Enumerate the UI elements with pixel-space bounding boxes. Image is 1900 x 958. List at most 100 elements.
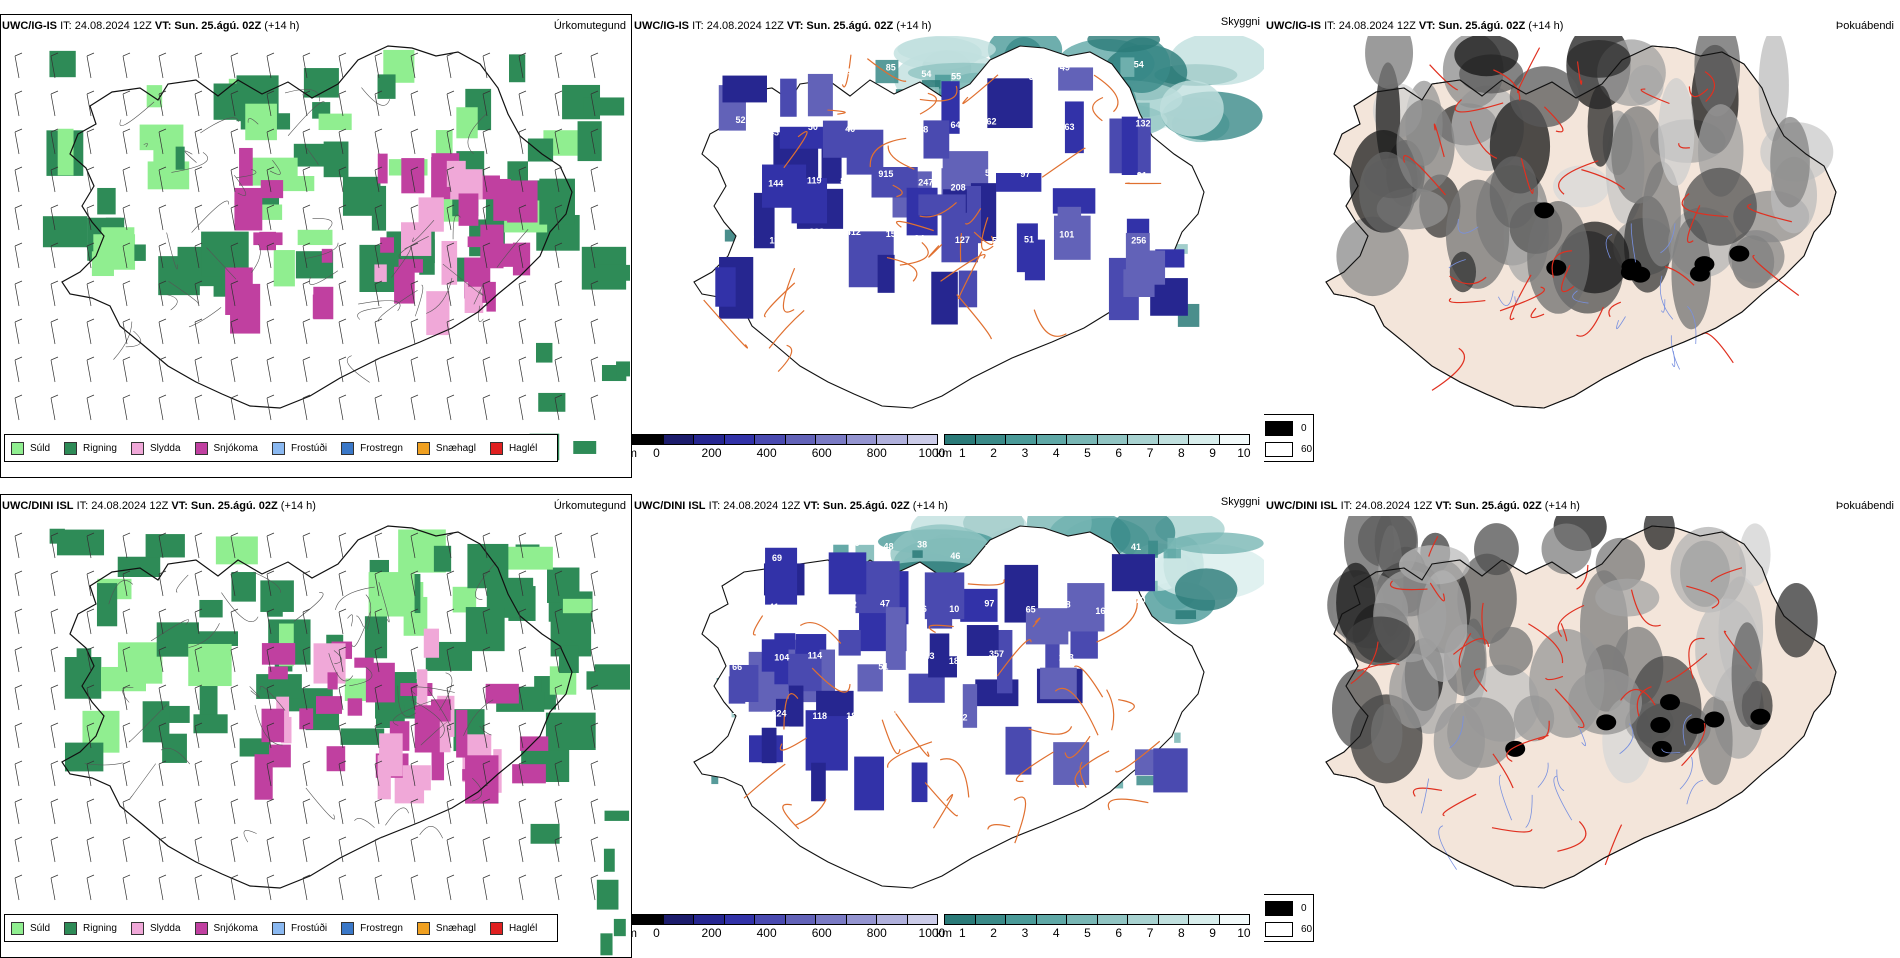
cloud-base-label: 111 <box>739 176 753 186</box>
legend-swatch <box>130 441 144 455</box>
colorbar-segment <box>1219 915 1249 924</box>
ceiling-colorbar: m 0 200 400 600 800 1000 <box>632 434 945 460</box>
colorbar-tick: 9 <box>1209 446 1216 460</box>
colorbar-segment <box>694 435 725 444</box>
cloud-base-label: 51 <box>878 662 888 672</box>
legend-label: Rigning <box>83 922 117 934</box>
legend-item: Súld <box>11 921 50 935</box>
colorbar-segment <box>755 435 786 444</box>
legend-label: Haglél <box>508 442 538 454</box>
fog-swatch-bottom <box>1265 922 1293 937</box>
cloud-base-label: 79 <box>1100 650 1110 660</box>
colorbar-segment <box>1189 915 1220 924</box>
cloud-base-label: 117 <box>769 236 784 246</box>
ceiling-colorbar: m 0 200 400 600 800 1000 <box>632 914 945 940</box>
cloud-base-label: 53 <box>768 62 778 72</box>
colorbar-segment <box>1128 915 1159 924</box>
cloud-base-label: 104 <box>774 652 789 662</box>
fog-swatch-top <box>1265 901 1293 916</box>
colorbar-segment <box>663 915 694 924</box>
variable-name: Þokuábendi <box>1835 500 1894 512</box>
colorbar-segment <box>1158 435 1189 444</box>
road-network <box>1403 47 1800 391</box>
colorbar-bar <box>632 434 938 445</box>
colorbar-tick: 10 <box>1237 446 1251 460</box>
legend-label: Snæhagl <box>435 922 476 934</box>
legend-label: Haglél <box>508 922 538 934</box>
legend-item: Frostúði <box>271 921 327 935</box>
panel-header: UWC/DINI ISL IT: 24.08.2024 12Z VT: Sun.… <box>1266 500 1580 512</box>
cloud-base-label: 114 <box>808 651 823 661</box>
legend-item: Snjókoma <box>194 441 258 455</box>
colorbar-tick: 200 <box>701 926 722 940</box>
cloud-base-label: 43 <box>769 127 779 137</box>
colorbar-segment <box>755 915 786 924</box>
colorbar-segment <box>975 915 1006 924</box>
cloud-base-label: 78 <box>1093 121 1103 131</box>
colorbar-tick: 200 <box>701 446 722 460</box>
colorbar-segment <box>1189 435 1220 444</box>
cloud-base-label: 193 <box>1059 653 1074 663</box>
cloud-base-label: 63 <box>1064 122 1074 132</box>
cloud-base-label: 95 <box>1130 656 1140 666</box>
visibility-colorbar: km 1 2 3 4 5 6 7 8 9 10 <box>936 434 1251 460</box>
cloud-base-label: 48 <box>806 603 816 613</box>
precip-field <box>49 528 630 956</box>
cloud-base-label: 219 <box>918 716 933 726</box>
colorbar-segment <box>724 915 755 924</box>
fog-panel-0: UWC/IG-IS IT: 24.08.2024 12Z VT: Sun. 25… <box>1264 14 1900 478</box>
colorbar-segment <box>785 435 816 444</box>
cloud-base-label: 47 <box>880 599 890 609</box>
colorbar-unit: m <box>632 446 637 460</box>
colorbar-segment <box>1219 435 1249 444</box>
cloud-base-label: 165 <box>1095 606 1110 616</box>
legend-item: Súld <box>11 441 50 455</box>
colorbar-tick: 2 <box>990 446 997 460</box>
colorbar-segment <box>1036 915 1067 924</box>
legend-label: Snjókoma <box>213 922 258 934</box>
colorbar-segment <box>1097 915 1128 924</box>
cloud-base-label: 40 <box>845 124 855 134</box>
colorbar-tick: 7 <box>1146 926 1154 940</box>
colorbar-ticks: m 0 200 400 600 800 1000 <box>632 925 945 940</box>
panel-header: UWC/DINI ISL IT: 24.08.2024 12Z VT: Sun.… <box>634 500 948 512</box>
colorbar-segment <box>877 915 908 924</box>
cloud-base-label: 35 <box>740 597 750 607</box>
visibility-colorbar: km 1 2 3 4 5 6 7 8 9 10 <box>936 914 1251 940</box>
cloud-base-label: 52 <box>736 115 746 125</box>
cloud-base-label: 208 <box>951 183 966 193</box>
cloud-base-label: 242 <box>882 706 897 716</box>
cloud-base-label: 88 <box>1061 600 1071 610</box>
colorbar-bar <box>632 914 938 925</box>
legend-swatch <box>11 921 24 935</box>
coastline <box>61 525 573 889</box>
fog-swatch-top <box>1265 421 1293 436</box>
legend-item: Snæhagl <box>416 441 476 455</box>
colorbar-tick: 600 <box>811 926 832 940</box>
cloud-base-label: 202 <box>952 712 967 722</box>
cloud-base-label: 97 <box>984 598 994 608</box>
cloud-base-label: 43 <box>1102 231 1112 241</box>
colorbar-tick: 600 <box>811 446 832 460</box>
colorbar-tick: 0 <box>653 926 660 940</box>
cloud-base-label: 51 <box>1024 234 1034 244</box>
cloud-base-label: 48 <box>1064 715 1074 725</box>
wind-barbs <box>14 532 599 901</box>
cloud-base-label: 247 <box>918 177 933 187</box>
cloud-base-label: 49 <box>1026 127 1036 137</box>
cloud-base-label: 10 <box>1100 549 1110 559</box>
precip-legend: Súld Rigning Slydda Snjókoma Frostúði Frostre… <box>4 914 559 942</box>
colorbar-tick: 6 <box>1115 926 1123 940</box>
colorbar-segment <box>816 435 847 444</box>
ceiling-field <box>715 67 1188 325</box>
legend-label: Frostregn <box>360 922 403 934</box>
legend-item: Frostregn <box>341 441 403 455</box>
colorbar-tick: 800 <box>866 446 887 460</box>
colorbar-tick: 5 <box>1084 446 1091 460</box>
legend-swatch <box>271 441 285 455</box>
legend-swatch <box>416 921 430 935</box>
cloud-base-label: 68 <box>741 552 751 562</box>
fog-index-field <box>1336 36 1834 330</box>
legend-label: Rigning <box>83 442 117 454</box>
